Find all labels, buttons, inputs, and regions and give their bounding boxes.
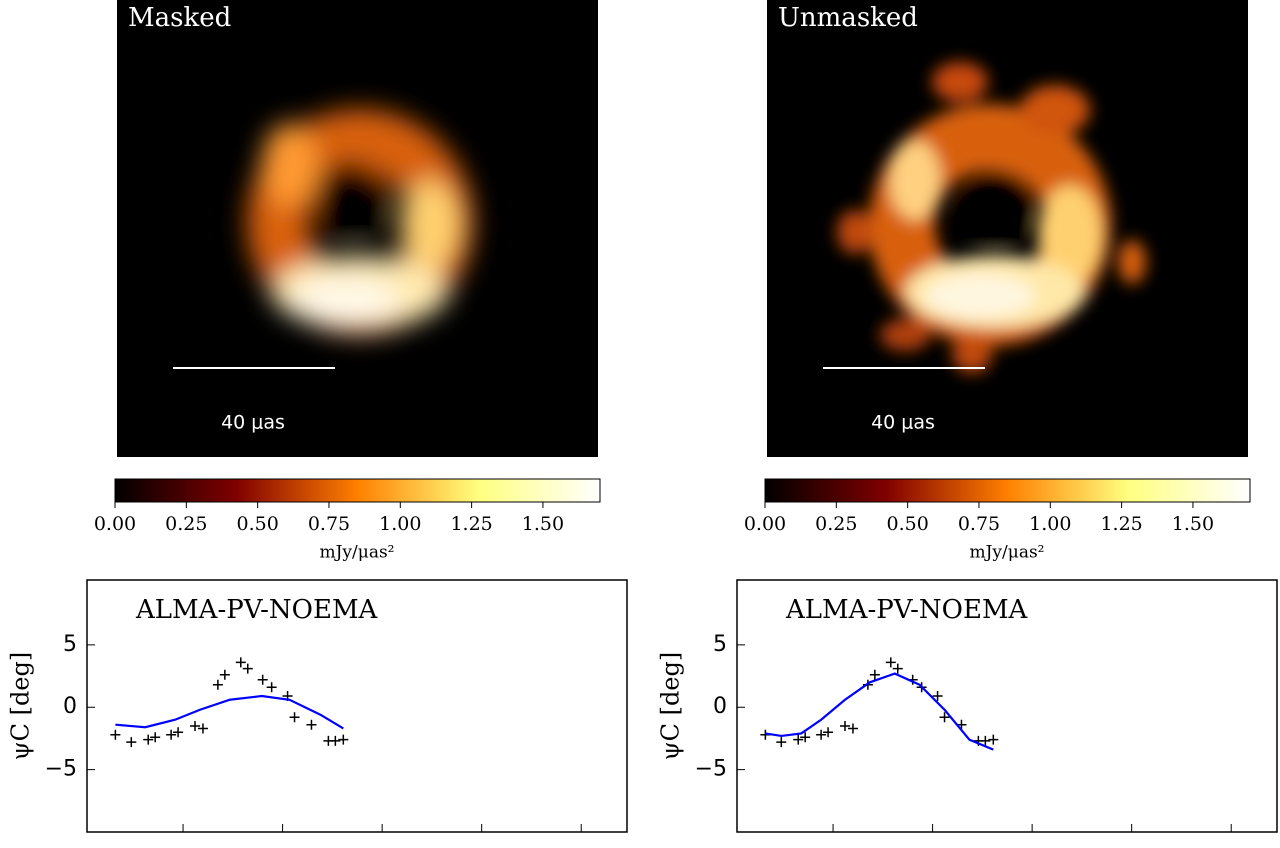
model-line xyxy=(115,694,344,730)
data-point xyxy=(173,727,184,738)
colorbar-tick-label: 0.75 xyxy=(958,513,1000,535)
data-point xyxy=(939,712,950,723)
image-unmasked xyxy=(767,0,1248,457)
data-point xyxy=(150,732,161,743)
colorbar-tick-label: 1.25 xyxy=(450,513,492,535)
data-point xyxy=(840,720,850,731)
data-point xyxy=(793,734,804,745)
data-point xyxy=(266,682,277,693)
colorbar-tick-label: 0.25 xyxy=(815,513,857,535)
colorbar-tick-label: 0.75 xyxy=(308,513,350,535)
data-point xyxy=(212,679,223,690)
plot-title: ALMA-PV-NOEMA xyxy=(135,595,379,625)
data-point xyxy=(219,669,230,680)
data-point xyxy=(776,737,787,748)
data-point xyxy=(816,729,827,740)
data-point xyxy=(885,657,896,668)
data-point xyxy=(197,723,208,734)
y-tick-label: 0 xyxy=(63,694,77,719)
colorbar-tick-label: 1.25 xyxy=(1100,513,1142,535)
plot-frame xyxy=(86,579,628,833)
data-point xyxy=(988,734,999,745)
data-point xyxy=(869,669,880,680)
image-title: Masked xyxy=(128,3,231,33)
image-title: Unmasked xyxy=(778,3,918,33)
y-tick-label: −5 xyxy=(695,757,727,782)
plot-frame xyxy=(736,579,1278,833)
data-point xyxy=(289,712,300,723)
data-point xyxy=(892,663,903,674)
plot-title: ALMA-PV-NOEMA xyxy=(785,595,1029,625)
colorbar-tick-label: 0.50 xyxy=(886,513,928,535)
scale-bar-label: 40 μas xyxy=(871,412,935,434)
data-point xyxy=(800,732,811,743)
colorbar-tick-label: 0.25 xyxy=(165,513,207,535)
data-point xyxy=(166,729,177,740)
image-masked xyxy=(117,0,598,457)
y-tick-label: 0 xyxy=(713,694,727,719)
data-point xyxy=(330,735,341,746)
data-point xyxy=(143,734,154,745)
colorbar-tick-label: 0.50 xyxy=(236,513,278,535)
data-point xyxy=(126,737,137,748)
data-point xyxy=(306,719,317,730)
data-point xyxy=(110,729,121,740)
colorbar-tick-label: 0.00 xyxy=(94,513,136,535)
data-point xyxy=(932,691,943,702)
colorbar-label: mJy/μas² xyxy=(970,543,1045,563)
colorbar-tick-label: 1.00 xyxy=(1029,513,1071,535)
y-axis-label: ψC [deg] xyxy=(7,652,35,760)
colorbar-tick-label: 0.00 xyxy=(744,513,786,535)
colorbar xyxy=(114,478,601,503)
data-point xyxy=(190,720,200,731)
y-axis-label: ψC [deg] xyxy=(657,652,685,760)
data-point xyxy=(823,727,834,738)
model-line xyxy=(765,672,994,751)
data-point xyxy=(980,735,991,746)
colorbar-label: mJy/μas² xyxy=(320,543,395,563)
data-point xyxy=(847,723,858,734)
colorbar-tick-label: 1.50 xyxy=(1172,513,1214,535)
colorbar-tick-label: 1.00 xyxy=(379,513,421,535)
y-tick-label: 5 xyxy=(63,632,77,657)
y-tick-label: 5 xyxy=(713,632,727,657)
data-point xyxy=(257,674,268,685)
data-point xyxy=(338,734,349,745)
y-tick-label: −5 xyxy=(45,757,77,782)
colorbar xyxy=(764,478,1251,503)
scale-bar-label: 40 μas xyxy=(221,412,285,434)
colorbar-tick-label: 1.50 xyxy=(522,513,564,535)
data-point xyxy=(242,663,253,674)
data-point xyxy=(235,657,246,668)
